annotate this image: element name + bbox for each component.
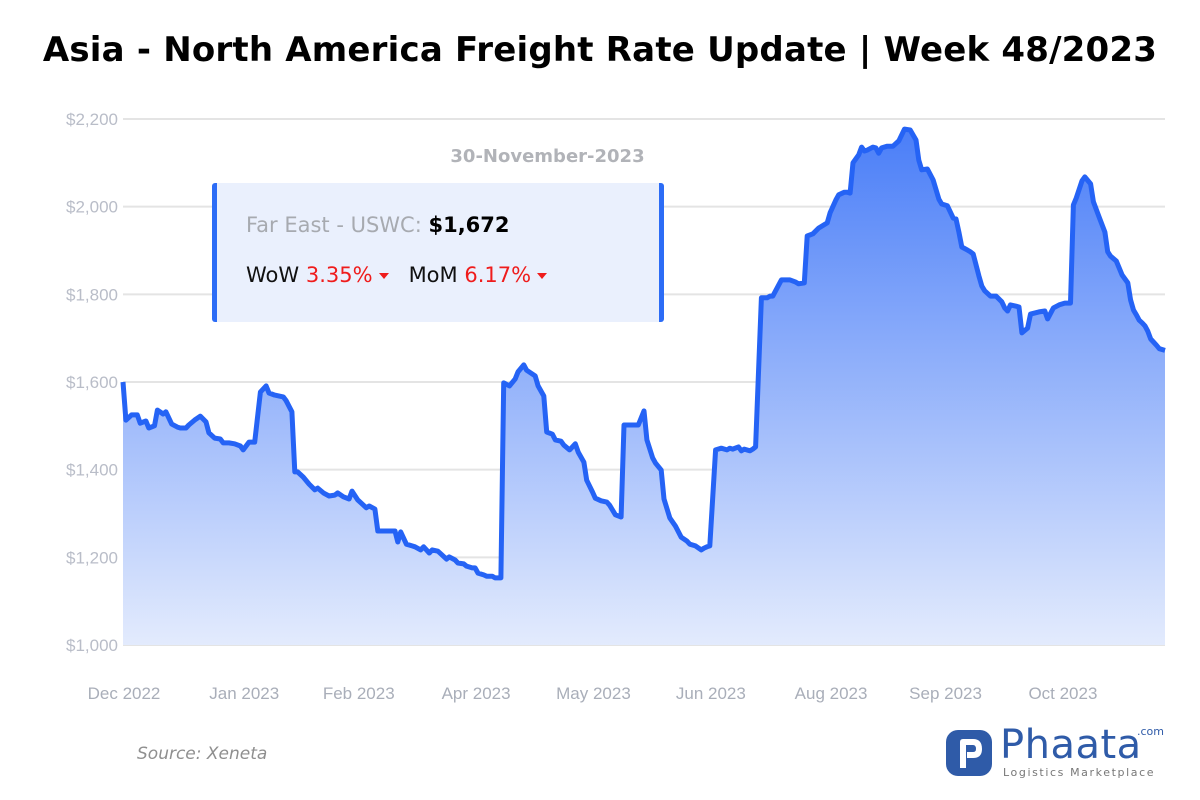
phaata-logo: Phaata .com Logistics Marketplace (946, 722, 1171, 780)
logo-tagline: Logistics Marketplace (1003, 766, 1156, 779)
x-tick-label: Jan 2023 (209, 684, 279, 703)
source-note: Source: Xeneta (137, 744, 268, 764)
y-tick-label: $2,000 (66, 198, 118, 217)
mom-value: 6.17% (464, 263, 532, 287)
x-tick-label: Feb 2023 (323, 684, 395, 703)
y-tick-label: $2,200 (66, 110, 118, 129)
y-tick-label: $1,200 (66, 548, 118, 567)
x-tick-label: Apr 2023 (442, 684, 511, 703)
y-tick-label: $1,800 (66, 285, 118, 304)
x-tick-label: May 2023 (556, 684, 631, 703)
caret-down-icon (378, 273, 389, 279)
x-tick-label: Aug 2023 (795, 684, 868, 703)
y-tick-label: $1,000 (66, 636, 118, 655)
tooltip-date: 30-November-2023 (450, 146, 645, 167)
route-value: $1,672 (428, 213, 510, 237)
x-tick-label: Oct 2023 (1028, 684, 1097, 703)
chart-title: Asia - North America Freight Rate Update… (42, 30, 1158, 70)
logo-domain: .com (1137, 725, 1164, 738)
phaata-p-icon (946, 730, 992, 776)
x-tick-label: Sep 2023 (909, 684, 982, 703)
tooltip: Far East - USWC: $1,672 WoW 3.35% MoM 6.1… (212, 183, 664, 322)
wow-value: 3.35% (305, 263, 373, 287)
route-label: Far East - USWC: (246, 213, 422, 237)
tooltip-change-row: WoW 3.35% MoM 6.17% (246, 263, 567, 287)
y-tick-label: $1,600 (66, 373, 118, 392)
x-tick-label: Dec 2022 (88, 684, 161, 703)
caret-down-icon (537, 273, 548, 279)
wow-label: WoW (246, 263, 300, 287)
series-area (123, 129, 1165, 646)
x-tick-label: Jun 2023 (676, 684, 746, 703)
x-axis: Dec 2022 Jan 2023 Feb 2023 Apr 2023 May 2023… (88, 684, 1098, 703)
tooltip-route-row: Far East - USWC: $1,672 (246, 213, 510, 237)
series-line (120, 126, 1166, 581)
y-axis: $2,200 $2,000 $1,800 $1,600 $1,400 $1,200 $1,0… (66, 110, 118, 655)
mom-label: MoM (408, 263, 458, 287)
logo-wordmark: Phaata (1000, 722, 1142, 768)
y-tick-label: $1,400 (66, 461, 118, 480)
